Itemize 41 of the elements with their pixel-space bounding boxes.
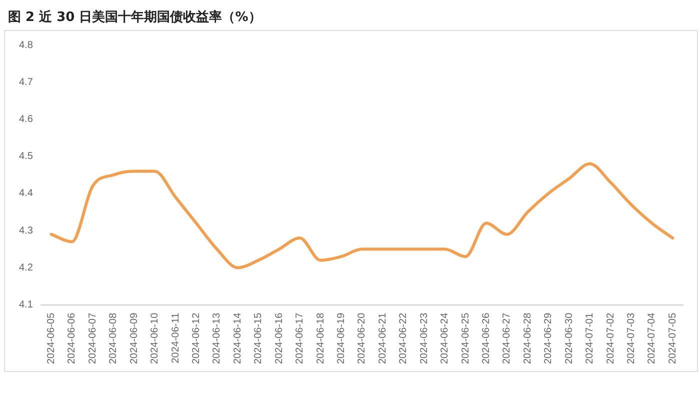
y-tick-label: 4.2 xyxy=(18,262,34,274)
x-tick-label: 2024-06-25 xyxy=(460,312,472,364)
x-tick-label: 2024-07-03 xyxy=(626,312,637,364)
x-tick-label: 2024-06-21 xyxy=(377,312,388,364)
x-tick-label: 2024-06-23 xyxy=(418,312,430,364)
x-tick-label: 2024-07-05 xyxy=(667,312,678,364)
x-tick-label: 2024-06-27 xyxy=(502,312,513,364)
x-tick-label: 2024-06-26 xyxy=(480,312,492,364)
x-tick-label: 2024-06-05 xyxy=(46,312,58,364)
y-tick-label: 4.5 xyxy=(18,151,34,162)
y-tick-label: 4.4 xyxy=(18,188,34,200)
x-tick-label: 2024-06-14 xyxy=(232,312,244,364)
y-tick-label: 4.8 xyxy=(18,40,34,51)
x-tick-label: 2024-06-16 xyxy=(274,312,285,364)
x-tick-label: 2024-06-24 xyxy=(440,312,451,364)
x-tick-label: 2024-07-01 xyxy=(584,312,596,364)
x-tick-label: 2024-07-04 xyxy=(646,312,658,364)
y-tick-label: 4.1 xyxy=(18,300,34,311)
y-tick-label: 4.6 xyxy=(18,114,34,125)
x-tick-label: 2024-06-17 xyxy=(294,312,306,364)
x-tick-label: 2024-06-29 xyxy=(543,312,554,364)
x-tick-label: 2024-06-13 xyxy=(212,312,223,364)
x-tick-label: 2024-06-30 xyxy=(564,312,575,364)
x-tick-label: 2024-06-11 xyxy=(170,312,182,364)
x-tick-label: 2024-06-08 xyxy=(108,312,120,364)
x-tick-label: 2024-06-07 xyxy=(87,312,98,364)
x-tick-label: 2024-06-20 xyxy=(356,312,368,364)
x-tick-label: 2024-06-15 xyxy=(253,312,264,364)
chart-title: 图 2 近 30 日美国十年期国债收益率（%） xyxy=(8,8,262,26)
x-tick-label: 2024-06-19 xyxy=(336,312,347,364)
x-tick-label: 2024-06-28 xyxy=(522,312,534,364)
x-tick-label: 2024-06-18 xyxy=(315,312,326,364)
y-tick-label: 4.7 xyxy=(18,76,34,88)
x-tick-label: 2024-06-10 xyxy=(150,312,161,364)
x-tick-label: 2024-07-02 xyxy=(605,312,616,364)
x-tick-label: 2024-06-12 xyxy=(191,312,202,364)
x-tick-label: 2024-06-22 xyxy=(398,312,410,364)
y-tick-label: 4.3 xyxy=(18,225,34,236)
line-series xyxy=(50,162,674,270)
x-tick-label: 2024-06-06 xyxy=(66,312,78,364)
x-tick-label: 2024-06-09 xyxy=(128,312,140,364)
